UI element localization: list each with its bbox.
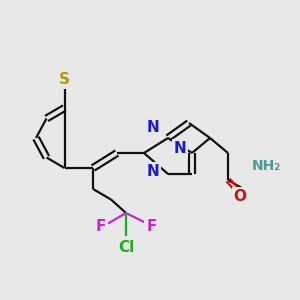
Text: N: N	[147, 164, 159, 178]
Text: S: S	[59, 72, 70, 87]
Text: NH₂: NH₂	[252, 160, 281, 173]
Text: O: O	[233, 189, 247, 204]
Text: F: F	[146, 219, 157, 234]
Text: F: F	[95, 219, 106, 234]
Text: N: N	[147, 120, 159, 135]
Text: Cl: Cl	[118, 240, 134, 255]
Text: N: N	[174, 141, 186, 156]
